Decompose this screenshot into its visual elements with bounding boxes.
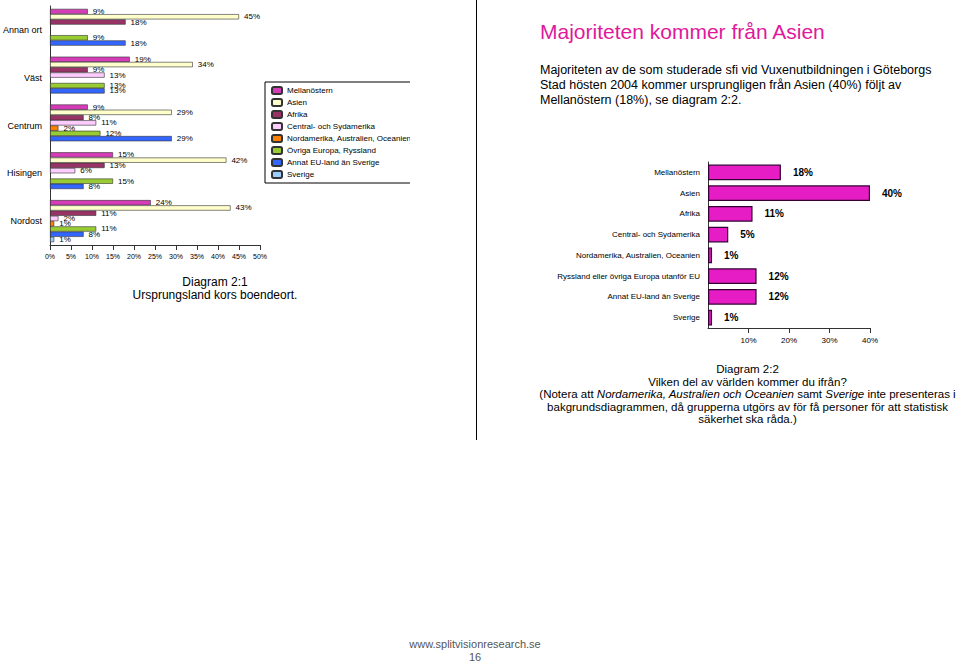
- svg-text:1%: 1%: [59, 219, 71, 228]
- svg-text:Central- och Sydamerika: Central- och Sydamerika: [287, 122, 376, 131]
- svg-text:Centrum: Centrum: [8, 121, 43, 131]
- svg-text:15%: 15%: [118, 150, 134, 159]
- svg-text:0%: 0%: [45, 253, 55, 260]
- svg-text:11%: 11%: [101, 224, 116, 233]
- svg-text:Asien: Asien: [680, 189, 700, 198]
- svg-text:9%: 9%: [93, 103, 105, 112]
- svg-text:11%: 11%: [101, 118, 116, 127]
- svg-text:15%: 15%: [118, 177, 134, 186]
- html-text:Majoriteten kommer från Asien: Majoriteten kommer från Asien: [540, 20, 825, 43]
- svg-text:45%: 45%: [232, 253, 246, 260]
- svg-text:9%: 9%: [93, 7, 105, 16]
- svg-text:Sverige: Sverige: [287, 170, 315, 179]
- svg-text:Väst: Väst: [24, 73, 43, 83]
- svg-text:Mellanöstern: Mellanöstern: [654, 168, 700, 177]
- html-text:www.splitvisionresearch.se: www.splitvisionresearch.se: [409, 638, 541, 650]
- svg-text:Afrika: Afrika: [287, 110, 308, 119]
- svg-text:20%: 20%: [781, 336, 797, 345]
- svg-text:12%: 12%: [769, 291, 789, 302]
- svg-text:Nordamerika, Australien, Ocean: Nordamerika, Australien, Oceanien: [576, 251, 700, 260]
- svg-text:Ryssland eller övriga Europa u: Ryssland eller övriga Europa utanför EU: [557, 272, 700, 281]
- svg-text:29%: 29%: [177, 108, 193, 117]
- html-text:Majoriteten av de som studerad: Majoriteten av de som studerade sfi vid …: [540, 63, 932, 107]
- svg-text:1%: 1%: [724, 312, 739, 323]
- svg-text:20%: 20%: [127, 253, 141, 260]
- svg-text:Annat EU-land än Sverige: Annat EU-land än Sverige: [287, 158, 380, 167]
- svg-text:12%: 12%: [769, 271, 789, 282]
- svg-text:40%: 40%: [211, 253, 225, 260]
- svg-text:24%: 24%: [156, 198, 172, 207]
- svg-text:18%: 18%: [793, 167, 813, 178]
- svg-text:1%: 1%: [59, 235, 71, 244]
- svg-text:8%: 8%: [89, 182, 101, 191]
- svg-text:25%: 25%: [148, 253, 162, 260]
- svg-text:Annan ort: Annan ort: [3, 25, 43, 35]
- html-text:Ursprungsland kors boendeort.: Ursprungsland kors boendeort.: [132, 288, 298, 302]
- svg-text:19%: 19%: [135, 55, 151, 64]
- svg-text:Central- och Sydamerika: Central- och Sydamerika: [612, 230, 701, 239]
- svg-text:Asien: Asien: [287, 98, 307, 107]
- svg-text:13%: 13%: [110, 86, 126, 95]
- svg-text:8%: 8%: [89, 230, 101, 239]
- svg-text:Nordamerika, Australien, Ocean: Nordamerika, Australien, Oceanien: [287, 134, 410, 143]
- svg-text:Nordost: Nordost: [11, 216, 43, 226]
- svg-text:Afrika: Afrika: [680, 209, 701, 218]
- svg-text:Övriga Europa, Ryssland: Övriga Europa, Ryssland: [287, 146, 376, 155]
- svg-text:40%: 40%: [862, 336, 878, 345]
- svg-text:1%: 1%: [724, 250, 739, 261]
- html-text:16: 16: [468, 651, 482, 663]
- svg-text:Hisingen: Hisingen: [7, 168, 42, 178]
- svg-text:34%: 34%: [198, 60, 214, 69]
- svg-text:15%: 15%: [106, 253, 120, 260]
- svg-text:45%: 45%: [244, 12, 260, 21]
- svg-text:13%: 13%: [110, 161, 126, 170]
- svg-text:18%: 18%: [131, 18, 147, 27]
- svg-text:2%: 2%: [63, 124, 75, 133]
- svg-text:13%: 13%: [110, 71, 126, 80]
- svg-text:18%: 18%: [131, 39, 147, 48]
- svg-text:10%: 10%: [740, 336, 756, 345]
- svg-text:29%: 29%: [177, 134, 193, 143]
- html-text:(Notera att Nordamerika, Austr: (Notera att Nordamerika, Australien och …: [539, 388, 956, 425]
- svg-text:30%: 30%: [821, 336, 837, 345]
- svg-text:42%: 42%: [231, 156, 247, 165]
- svg-text:50%: 50%: [253, 253, 267, 260]
- svg-text:35%: 35%: [190, 253, 204, 260]
- svg-text:11%: 11%: [765, 208, 785, 219]
- svg-text:6%: 6%: [80, 166, 92, 175]
- svg-text:11%: 11%: [101, 209, 116, 218]
- svg-text:Sverige: Sverige: [673, 313, 701, 322]
- svg-text:40%: 40%: [882, 188, 902, 199]
- html-text:Diagram 2:1: Diagram 2:1: [182, 275, 248, 289]
- html-text:Diagram 2:2: Diagram 2:2: [716, 363, 779, 375]
- svg-text:10%: 10%: [85, 253, 99, 260]
- svg-text:43%: 43%: [236, 203, 252, 212]
- svg-text:Mellanöstern: Mellanöstern: [287, 86, 333, 95]
- svg-text:30%: 30%: [169, 253, 183, 260]
- svg-text:8%: 8%: [89, 113, 101, 122]
- svg-text:5%: 5%: [66, 253, 76, 260]
- svg-text:Annat EU-land än Sverige: Annat EU-land än Sverige: [608, 292, 701, 301]
- svg-text:12%: 12%: [105, 129, 121, 138]
- html-text:Vilken del av världen kommer d: Vilken del av världen kommer du ifrån?: [648, 375, 847, 388]
- svg-text:9%: 9%: [93, 33, 105, 42]
- svg-text:9%: 9%: [93, 65, 105, 74]
- svg-text:5%: 5%: [740, 229, 755, 240]
